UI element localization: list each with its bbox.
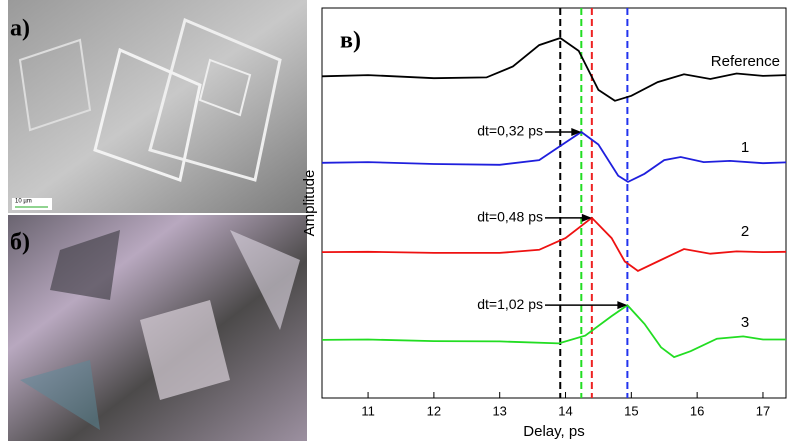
annotation: dt=0,32 ps: [477, 123, 543, 139]
x-tick-label: 12: [427, 403, 441, 418]
annotation: dt=0,48 ps: [477, 209, 543, 225]
y-axis-label: Amplitude: [301, 170, 318, 237]
plot-frame: [321, 7, 787, 399]
waveform: [321, 304, 786, 359]
panel-label: а): [10, 16, 30, 42]
x-axis-label: Delay, ps: [523, 423, 584, 440]
x-tick-label: 16: [690, 403, 704, 418]
scale-label: 10 µm: [15, 199, 32, 205]
x-tick-label: 14: [558, 403, 572, 418]
series-label: Reference: [711, 53, 780, 70]
arrow-head: [581, 213, 592, 222]
series-label: 2: [741, 223, 749, 240]
series-label: 3: [741, 314, 749, 331]
optical-image: [8, 215, 307, 441]
series-label: 1: [741, 139, 749, 156]
x-tick-label: 15: [624, 403, 638, 418]
waveform: [321, 216, 787, 272]
waveform: [321, 37, 787, 102]
arrow-head: [617, 301, 628, 310]
x-tick-label: 17: [756, 403, 770, 418]
x-tick-label: 13: [492, 403, 506, 418]
arrow-head: [571, 128, 582, 137]
panel-label: б): [10, 230, 30, 256]
x-tick-label: 11: [361, 403, 375, 418]
sem-image: 10 µm: [8, 0, 307, 213]
panel-label: в): [340, 28, 361, 54]
waveform: [321, 130, 787, 183]
annotation: dt=1,02 ps: [477, 296, 543, 312]
